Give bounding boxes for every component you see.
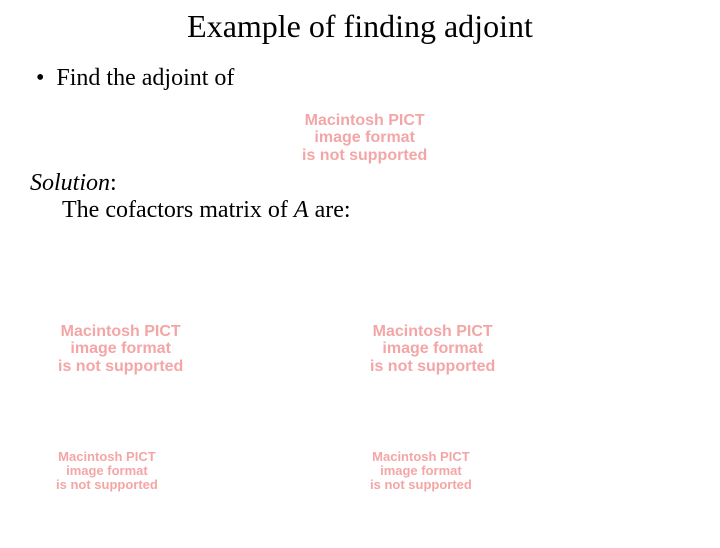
solution-label: Solution: xyxy=(0,170,720,197)
solution-colon: : xyxy=(110,170,117,196)
pict-line: image format xyxy=(58,340,183,357)
solution-body-suffix: are: xyxy=(309,197,351,223)
pict-placeholder-1: Macintosh PICT image format is not suppo… xyxy=(302,112,427,164)
pict-placeholder-2: Macintosh PICT image format is not suppo… xyxy=(58,323,183,375)
pict-line: is not supported xyxy=(370,358,495,375)
solution-body-A: A xyxy=(294,197,309,223)
slide-title: Example of finding adjoint xyxy=(0,8,720,45)
pict-line: Macintosh PICT xyxy=(58,323,183,340)
pict-placeholder-5: Macintosh PICT image format is not suppo… xyxy=(370,450,472,492)
pict-line: is not supported xyxy=(56,478,158,492)
pict-line: is not supported xyxy=(58,358,183,375)
pict-line: image format xyxy=(302,129,427,146)
pict-line: is not supported xyxy=(302,147,427,164)
solution-body-prefix: The cofactors matrix of xyxy=(62,197,294,223)
pict-line: is not supported xyxy=(370,478,472,492)
solution-body: The cofactors matrix of A are: xyxy=(0,197,720,224)
pict-line: image format xyxy=(56,464,158,478)
pict-line: Macintosh PICT xyxy=(56,450,158,464)
pict-line: Macintosh PICT xyxy=(302,112,427,129)
pict-line: image format xyxy=(370,464,472,478)
bullet-marker: • xyxy=(36,65,44,92)
solution-word: Solution xyxy=(30,170,110,196)
pict-placeholder-4: Macintosh PICT image format is not suppo… xyxy=(56,450,158,492)
pict-line: Macintosh PICT xyxy=(370,450,472,464)
pict-line: image format xyxy=(370,340,495,357)
bullet-text: Find the adjoint of xyxy=(56,65,234,92)
pict-placeholder-3: Macintosh PICT image format is not suppo… xyxy=(370,323,495,375)
pict-line: Macintosh PICT xyxy=(370,323,495,340)
bullet-item: • Find the adjoint of xyxy=(0,65,720,92)
